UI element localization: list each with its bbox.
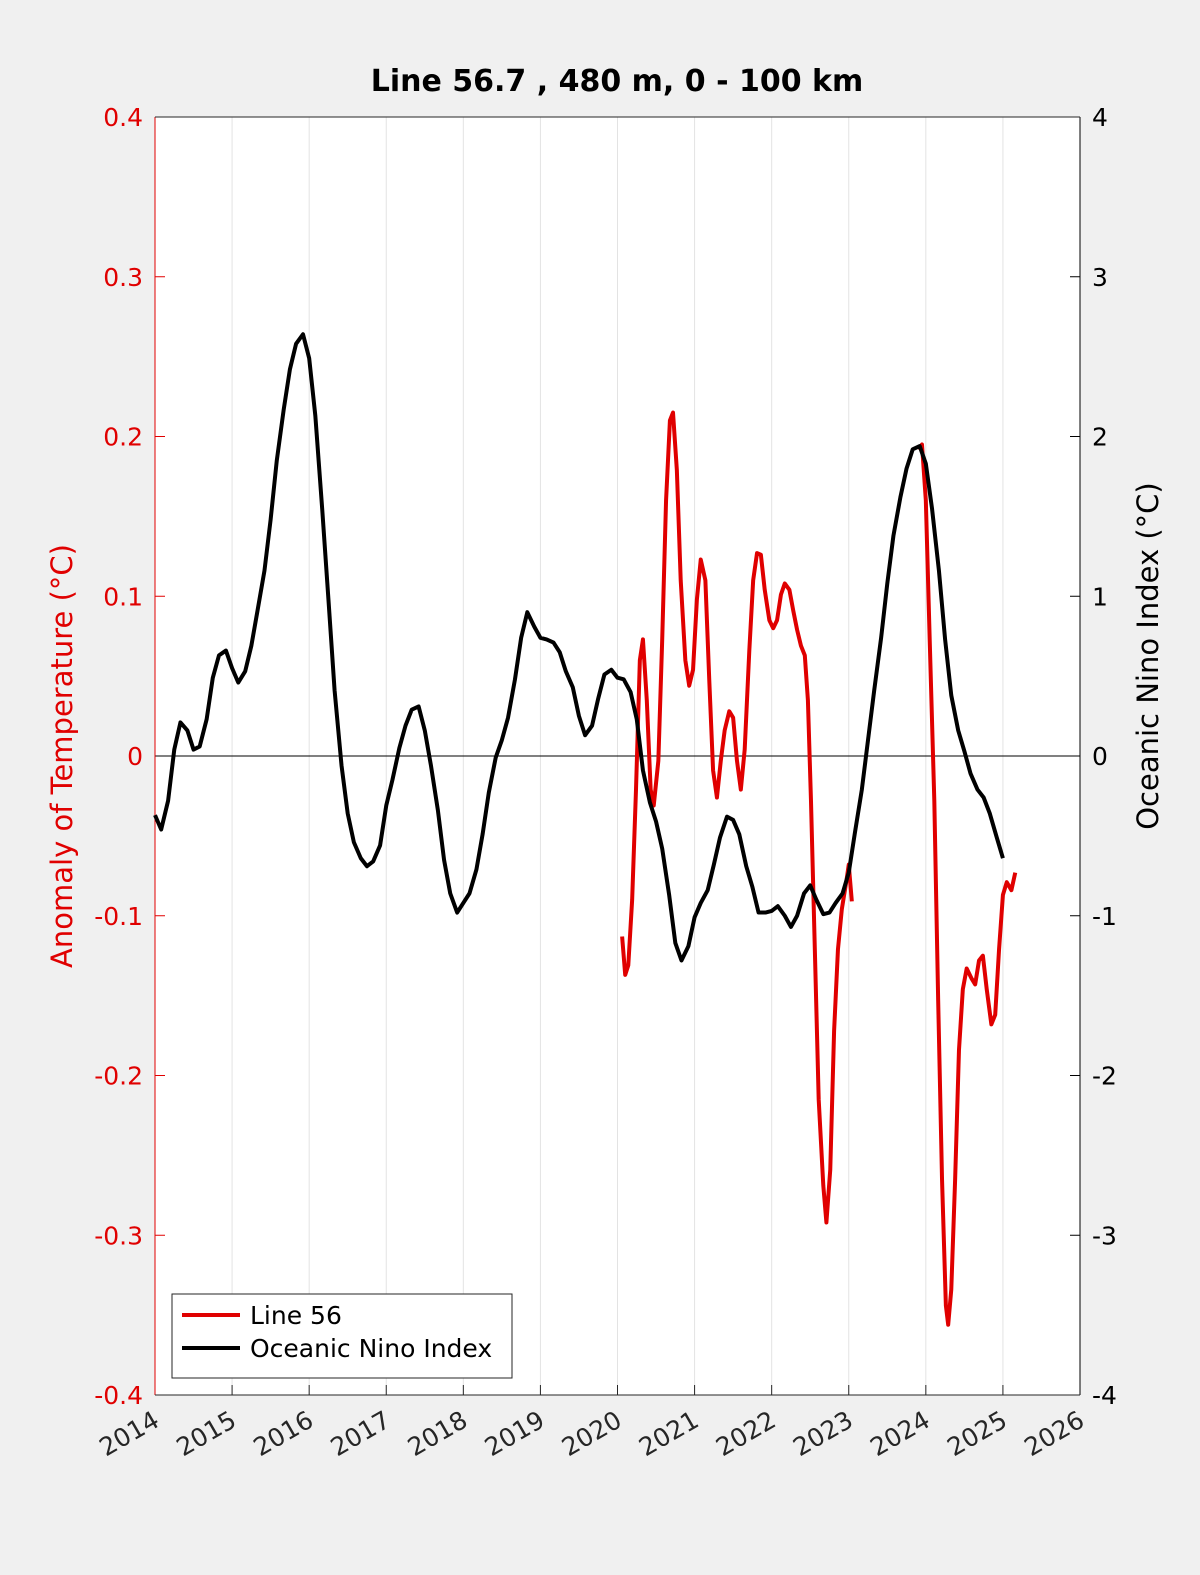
legend-label: Line 56 (250, 1301, 342, 1330)
x-tick-label: 2024 (865, 1405, 935, 1462)
legend-box (171, 1293, 513, 1379)
y2-tick-label: 0 (1092, 742, 1108, 771)
x-tick-label: 2019 (480, 1405, 550, 1462)
legend-label: Oceanic Nino Index (250, 1334, 492, 1363)
x-tick-label: 2022 (711, 1405, 781, 1462)
x-tick-label: 2018 (403, 1405, 473, 1462)
y-tick-label: 0.2 (103, 423, 143, 452)
y2-tick-label: 3 (1092, 263, 1108, 292)
y2-tick-label: -1 (1092, 902, 1117, 931)
y2-axis-label: Oceanic Nino Index (°C) (1131, 482, 1165, 830)
y2-tick-label: -2 (1092, 1062, 1117, 1091)
x-tick-label: 2014 (94, 1405, 164, 1462)
x-tick-label: 2023 (788, 1405, 858, 1462)
x-tick-label: 2021 (634, 1405, 704, 1462)
line-series (153, 332, 1005, 963)
line-series (620, 410, 1018, 1327)
y-tick-label: 0.1 (103, 582, 143, 611)
x-tick-label: 2020 (557, 1405, 627, 1462)
y2-tick-label: 4 (1092, 103, 1108, 132)
x-tick-label: 2016 (249, 1405, 319, 1462)
x-tick-label: 2025 (942, 1405, 1012, 1462)
y-tick-label: -0.4 (94, 1381, 143, 1410)
y-tick-label: 0.4 (103, 103, 143, 132)
y2-tick-label: -4 (1092, 1381, 1117, 1410)
chart-title: Line 56.7 , 480 m, 0 - 100 km (371, 64, 864, 99)
y-tick-label: -0.2 (94, 1062, 143, 1091)
x-tick-label: 2026 (1019, 1405, 1089, 1462)
y-axis-label: Anomaly of Temperature (°C) (45, 544, 79, 968)
x-tick-label: 2015 (171, 1405, 241, 1462)
y-tick-label: -0.3 (94, 1221, 143, 1250)
x-tick-label: 2017 (326, 1405, 396, 1462)
y2-tick-label: 1 (1092, 582, 1108, 611)
y2-tick-label: 2 (1092, 423, 1108, 452)
y-tick-label: -0.1 (94, 902, 143, 931)
y-tick-label: 0.3 (103, 263, 143, 292)
y2-tick-label: -3 (1092, 1221, 1117, 1250)
y-tick-label: 0 (127, 742, 143, 771)
